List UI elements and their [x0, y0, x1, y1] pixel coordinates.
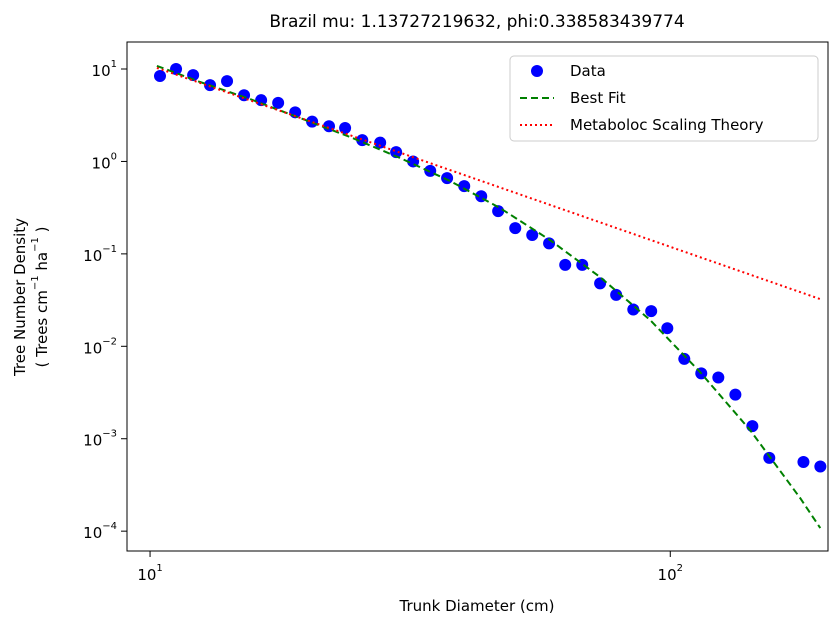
- plot-area: [153, 63, 827, 529]
- data-point: [661, 322, 674, 335]
- chart-title: Brazil mu: 1.13727219632, phi:0.33858343…: [269, 12, 684, 32]
- y-tick-label: 10−4: [83, 521, 117, 542]
- data-point: [729, 388, 742, 401]
- data-point: [610, 288, 623, 301]
- y-tick-label: 100: [92, 151, 117, 172]
- data-point: [255, 94, 268, 107]
- legend-label: Metaboloc Scaling Theory: [570, 116, 764, 134]
- data-point: [712, 371, 725, 384]
- legend-label: Best Fit: [570, 89, 626, 107]
- data-point: [594, 277, 607, 290]
- data-point: [272, 96, 285, 109]
- y-tick-label: 10−3: [83, 429, 117, 450]
- y-tick-label: 101: [92, 59, 117, 80]
- data-point: [814, 460, 827, 473]
- y-tick-label: 10−1: [83, 244, 117, 265]
- legend-marker: [531, 65, 543, 77]
- y-axis-label: Tree Number Density: [11, 218, 29, 377]
- data-point: [678, 352, 691, 365]
- data-point: [153, 70, 166, 83]
- data-point: [645, 305, 658, 318]
- data-point: [390, 146, 403, 159]
- data-point: [374, 136, 387, 149]
- x-axis-label: Trunk Diameter (cm): [399, 597, 555, 615]
- data-point: [441, 172, 454, 185]
- x-tick-label: 101: [137, 563, 162, 584]
- data-point: [339, 122, 352, 135]
- y-axis-label: ( Trees cm−1 ha−1 ): [30, 227, 51, 368]
- legend-label: Data: [570, 62, 606, 80]
- data-point: [221, 75, 234, 88]
- legend-box: [509, 55, 819, 142]
- data-point: [559, 258, 572, 271]
- data-point: [526, 229, 539, 242]
- data-point: [763, 451, 776, 464]
- data-point: [627, 303, 640, 316]
- data-point: [509, 222, 522, 235]
- data-point: [746, 420, 759, 433]
- y-tick-label: 10−2: [83, 336, 117, 357]
- data-point: [492, 205, 505, 218]
- series-line: [156, 66, 821, 301]
- x-tick-label: 102: [658, 563, 683, 584]
- plot-frame: [126, 41, 829, 552]
- data-point: [797, 456, 810, 469]
